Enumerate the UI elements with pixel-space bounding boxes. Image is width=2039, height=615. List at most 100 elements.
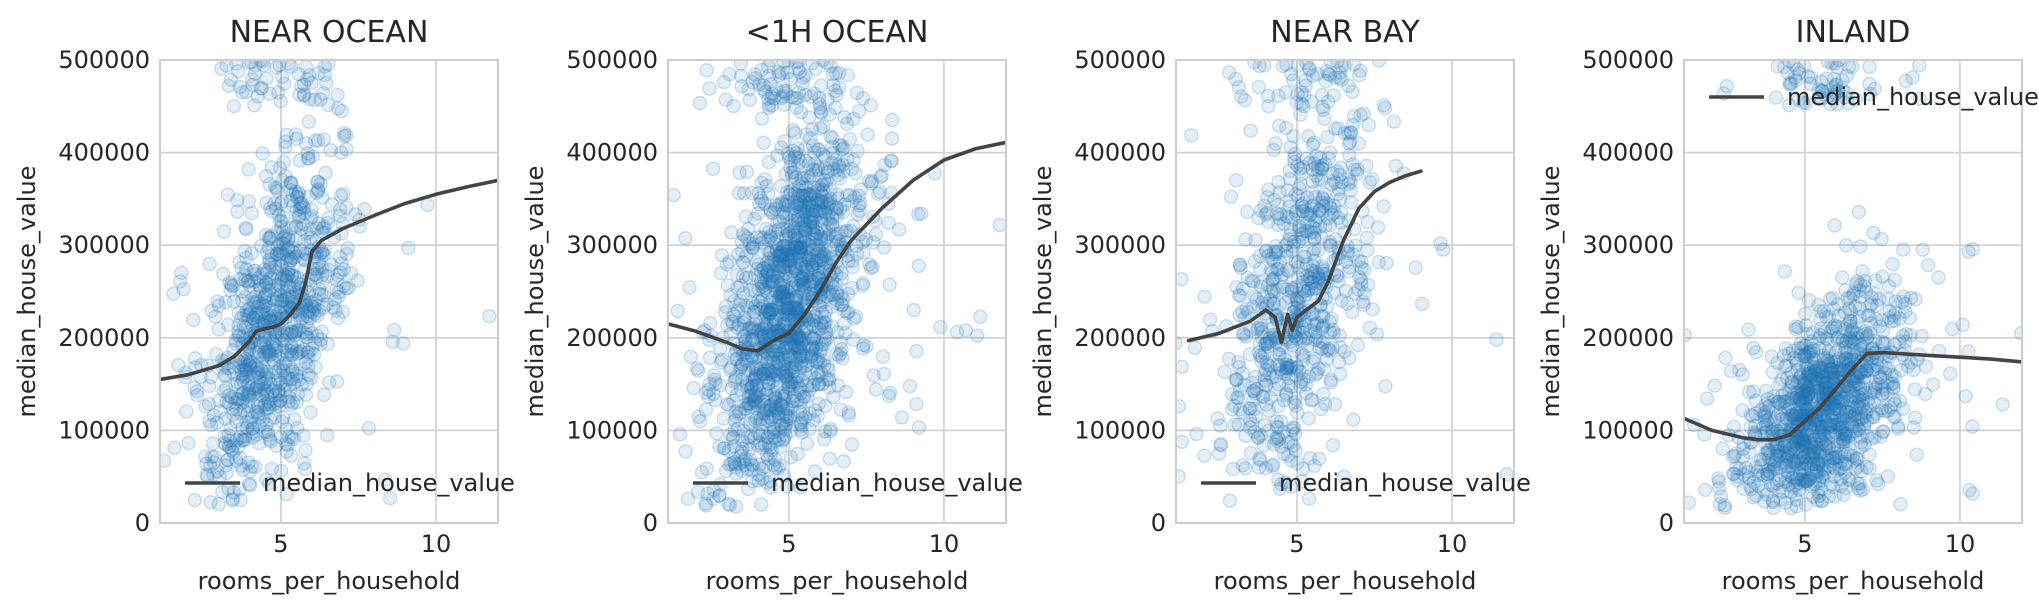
scatter-point <box>709 426 724 441</box>
scatter-point <box>1845 400 1860 415</box>
scatter-point <box>317 67 332 83</box>
scatter-point <box>740 437 755 453</box>
scatter-point <box>1292 222 1308 238</box>
scatter-point <box>1800 388 1816 403</box>
scatter-point <box>215 484 230 500</box>
scatter-point <box>1272 342 1287 357</box>
scatter-point <box>1231 288 1247 303</box>
scatter-point <box>1300 330 1316 346</box>
scatter-point <box>1732 362 1747 378</box>
y-tick-label: 100000 <box>1074 416 1166 444</box>
scatter-point <box>266 292 281 307</box>
scatter-point <box>212 393 227 408</box>
scatter-point <box>333 265 348 280</box>
scatter-point <box>1792 408 1808 424</box>
scatter-point <box>799 127 814 142</box>
scatter-point <box>1256 289 1272 304</box>
scatter-point <box>753 412 768 427</box>
scatter-point <box>1292 218 1307 234</box>
scatter-point <box>790 393 805 408</box>
scatter-point <box>799 269 814 284</box>
scatter-point <box>789 146 804 161</box>
scatter-point <box>785 123 801 138</box>
scatter-point <box>1803 443 1819 458</box>
scatter-point <box>796 70 811 85</box>
scatter-point <box>744 320 760 336</box>
scatter-point <box>722 457 737 472</box>
scatter-point <box>233 354 248 370</box>
scatter-point <box>1895 401 1911 416</box>
trend-line-0 <box>160 178 498 382</box>
scatter-point <box>275 332 290 348</box>
panel-2: NEAR BAY01000002000003000004000005000005… <box>1029 15 1531 595</box>
scatter-point <box>1805 427 1820 442</box>
scatter-point <box>1804 368 1819 383</box>
scatter-point <box>1243 446 1259 461</box>
scatter-point <box>873 169 888 185</box>
scatter-point <box>283 372 298 387</box>
scatter-point <box>1826 80 1841 95</box>
scatter-point <box>1254 295 1270 310</box>
scatter-point <box>1868 333 1883 349</box>
scatter-point <box>1295 234 1310 249</box>
scatter-point <box>1813 92 1829 107</box>
scatter-point <box>1265 272 1280 287</box>
scatter-point <box>692 95 708 111</box>
scatter-point <box>783 184 798 199</box>
scatter-point <box>223 72 239 87</box>
scatter-point <box>725 431 740 446</box>
scatter-point <box>1850 459 1866 474</box>
scatter-point <box>1267 382 1283 397</box>
scatter-point <box>1316 198 1331 213</box>
scatter-point <box>744 463 759 478</box>
scatter-point <box>1264 264 1280 280</box>
scatter-point <box>823 196 838 211</box>
scatter-point <box>1814 469 1829 484</box>
scatter-point <box>781 251 796 267</box>
scatter-point <box>1303 207 1318 222</box>
scatter-point <box>1247 60 1262 70</box>
scatter-point <box>1333 340 1348 355</box>
scatter-point <box>331 285 347 300</box>
scatter-point <box>1837 431 1853 446</box>
scatter-point <box>248 358 263 373</box>
scatter-point <box>807 227 822 242</box>
scatter-point <box>831 159 847 174</box>
scatter-point <box>773 346 789 361</box>
scatter-point <box>1798 497 1814 512</box>
scatter-point <box>238 352 253 367</box>
scatter-point <box>217 436 232 451</box>
scatter-point <box>743 283 758 298</box>
scatter-point <box>208 346 224 362</box>
scatter-point <box>1272 255 1288 270</box>
scatter-point <box>778 86 793 101</box>
scatter-point <box>779 231 794 247</box>
scatter-point <box>308 360 323 375</box>
scatter-point <box>226 294 242 309</box>
scatter-point <box>841 304 856 319</box>
scatter-point <box>780 304 795 319</box>
scatter-point <box>320 428 335 443</box>
y-tick-label: 300000 <box>1074 231 1166 259</box>
scatter-point <box>1779 358 1794 373</box>
scatter-point <box>1826 88 1842 103</box>
scatter-point <box>1775 446 1791 461</box>
scatter-point <box>264 270 279 286</box>
scatter-point <box>286 376 301 391</box>
scatter-point <box>258 311 273 326</box>
scatter-point <box>235 329 251 345</box>
scatter-point <box>1800 427 1815 442</box>
scatter-point <box>243 360 258 376</box>
scatter-point <box>794 257 809 272</box>
scatter-point <box>261 283 277 298</box>
scatter-point <box>775 365 790 381</box>
scatter-point <box>771 405 786 420</box>
scatter-point <box>257 262 272 277</box>
scatter-point <box>1356 297 1371 312</box>
scatter-point <box>1340 245 1355 261</box>
scatter-point <box>1892 311 1907 326</box>
scatter-point <box>698 496 713 511</box>
scatter-point <box>788 264 804 279</box>
scatter-point <box>1797 376 1812 391</box>
scatter-point <box>1810 493 1825 508</box>
